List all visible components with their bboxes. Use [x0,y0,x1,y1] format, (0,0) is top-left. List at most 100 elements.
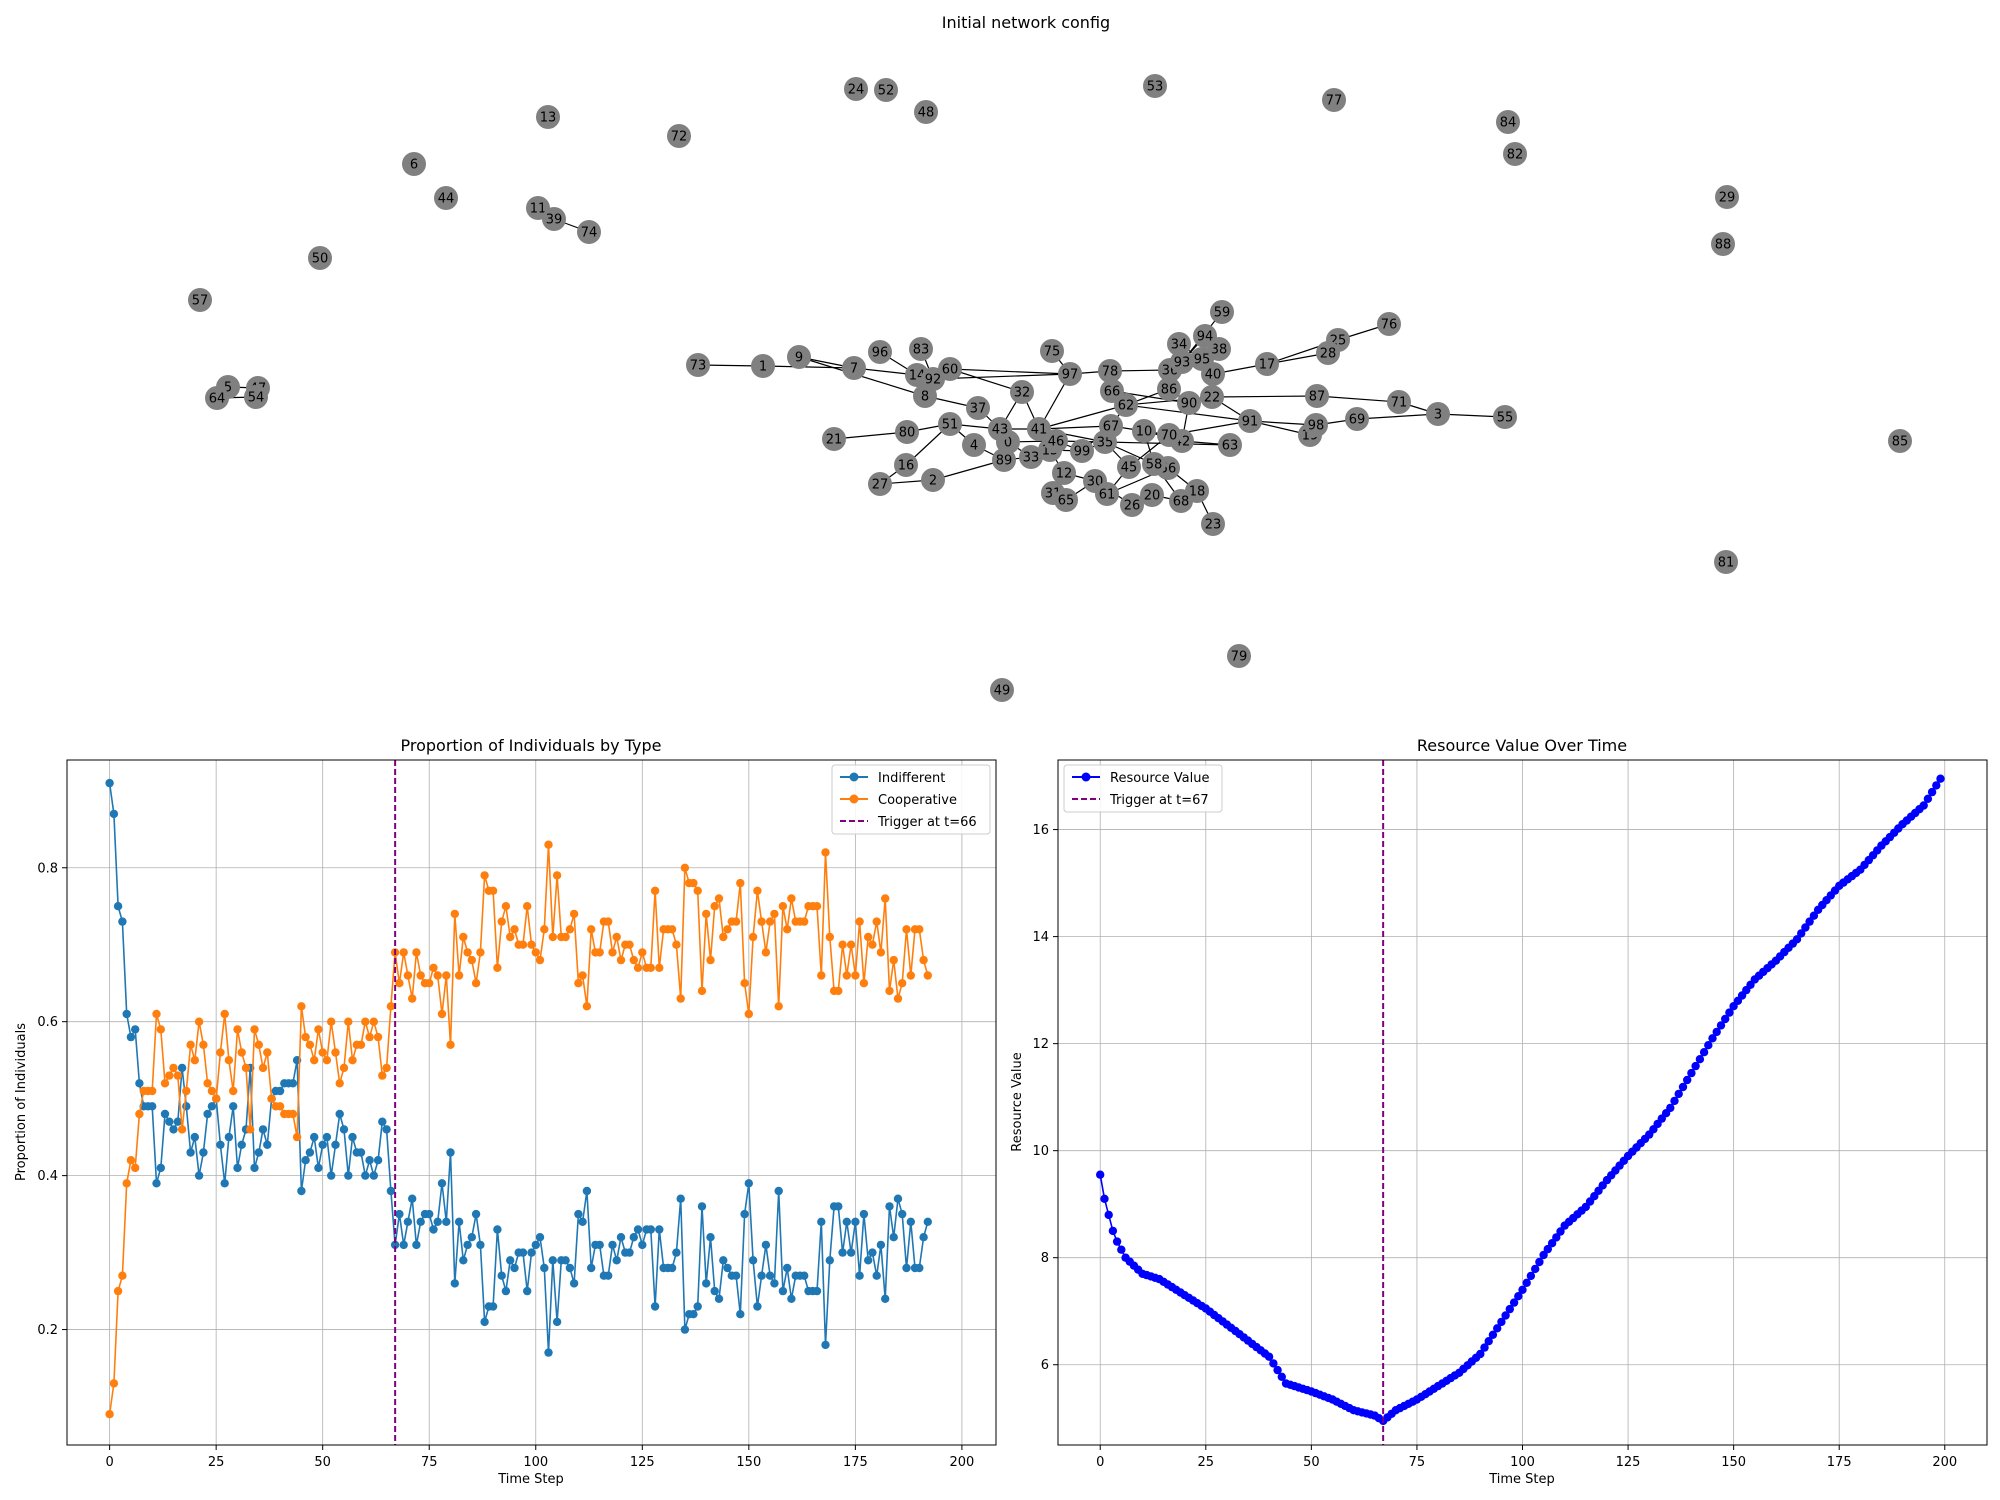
proportion-ticks: 0 25 50 75 100 125 150 175 200 0.2 0.4 0.6 0.8 [37,861,974,1470]
indifferent-point [395,1209,404,1219]
indifferent-point [834,1202,843,1211]
cooperative-point [757,917,766,926]
network-node [909,337,933,361]
indifferent-point [778,1286,788,1296]
indifferent-point [787,1294,796,1304]
network-node-label: 13 [540,111,557,126]
cooperative-point [297,1002,306,1011]
network-node [1010,380,1034,404]
cooperative-point [216,1048,225,1057]
network-edge [1356,413,1439,420]
cooperative-point [821,848,830,857]
indifferent-point [356,1148,366,1157]
cooperative-point [361,1017,370,1026]
indifferent-point [748,1256,758,1265]
indifferent-point [173,1117,182,1126]
indifferent-point [633,1225,643,1234]
network-node-label: 69 [1349,413,1366,428]
indifferent-point [378,1117,387,1126]
cooperative-point [488,886,498,895]
indifferent-point [258,1125,268,1134]
indifferent-point [731,1271,741,1280]
cooperative-point [846,940,856,949]
indifferent-point [322,1132,332,1142]
network-node [1132,419,1156,443]
cooperative-point [109,1379,119,1388]
cooperative-point [305,1040,315,1050]
network-node-label: 6 [410,158,418,173]
indifferent-point [390,1240,400,1250]
x-tick-label: 25 [208,1455,225,1470]
resource-value-point [1273,1365,1282,1375]
x-tick-label: 150 [1721,1455,1746,1470]
network-node [1142,452,1166,476]
y-tick-label: 14 [1032,930,1049,945]
cooperative-point [864,932,873,942]
indifferent-point [331,1140,340,1150]
network-node-label: 91 [1242,415,1259,430]
cooperative-point [173,1071,182,1080]
network-node [542,207,566,231]
cooperative-point [518,940,528,949]
cooperative-point [322,1056,332,1065]
indifferent-point [544,1348,553,1357]
network-node-label: 1 [759,360,767,375]
indifferent-point [736,1310,745,1319]
cooperative-point [148,1086,157,1096]
cooperative-point [646,963,655,972]
indifferent-point [361,1171,370,1180]
indifferent-point [194,1171,204,1180]
cooperative-point [723,925,732,934]
cooperative-point [310,1056,319,1065]
cooperative-point [667,925,677,934]
cooperative-point [399,948,408,957]
indifferent-point [463,1240,472,1250]
y-tick-label: 0.6 [37,1015,58,1030]
indifferent-point [527,1248,536,1257]
network-node-label: 37 [970,402,987,417]
cooperative-point [331,1048,340,1057]
cooperative-point [194,1017,204,1026]
network-node [1304,413,1328,437]
indifferent-point [152,1179,161,1188]
cooperative-point [842,971,851,980]
cooperative-point [582,1002,592,1011]
cooperative-point [386,1002,396,1011]
resource-value-point [1112,1237,1122,1246]
network-node [1711,232,1735,256]
indifferent-point [574,1209,583,1219]
network-node [992,448,1016,472]
network-node-label: 33 [1023,451,1040,466]
resource-value-point [1809,911,1819,920]
network-node [1322,88,1346,112]
cooperative-point [122,1179,131,1188]
x-tick-label: 200 [1932,1455,1957,1470]
resource-value-point [1687,1068,1696,1078]
indifferent-point [902,1263,911,1273]
indifferent-point [335,1109,344,1119]
indifferent-point [693,1302,702,1311]
cooperative-point [770,909,779,919]
network-node-label: 51 [942,418,959,433]
proportion-y-axis-label: Proportion of Individuals [14,1023,29,1181]
proportion-legend: Indifferent Cooperative Trigger at t=66 [831,764,991,835]
cooperative-point [246,1125,255,1134]
cooperative-point [327,1017,336,1026]
cooperative-point [169,1063,178,1073]
network-node [1715,185,1739,209]
cooperative-point [923,971,932,980]
indifferent-point [518,1248,528,1257]
resource-value-point [1699,1048,1709,1057]
cooperative-point [450,909,459,919]
network-node [1143,74,1167,98]
indifferent-point [864,1256,873,1265]
network-node [921,468,945,492]
indifferent-point [199,1148,208,1157]
indifferent-point [774,1186,783,1196]
network-edge [1211,395,1318,398]
network-edge [949,368,1071,375]
indifferent-point [105,778,114,788]
cooperative-point [527,940,536,949]
network-node-label: 39 [546,213,563,228]
network-node-label: 22 [1204,391,1221,406]
